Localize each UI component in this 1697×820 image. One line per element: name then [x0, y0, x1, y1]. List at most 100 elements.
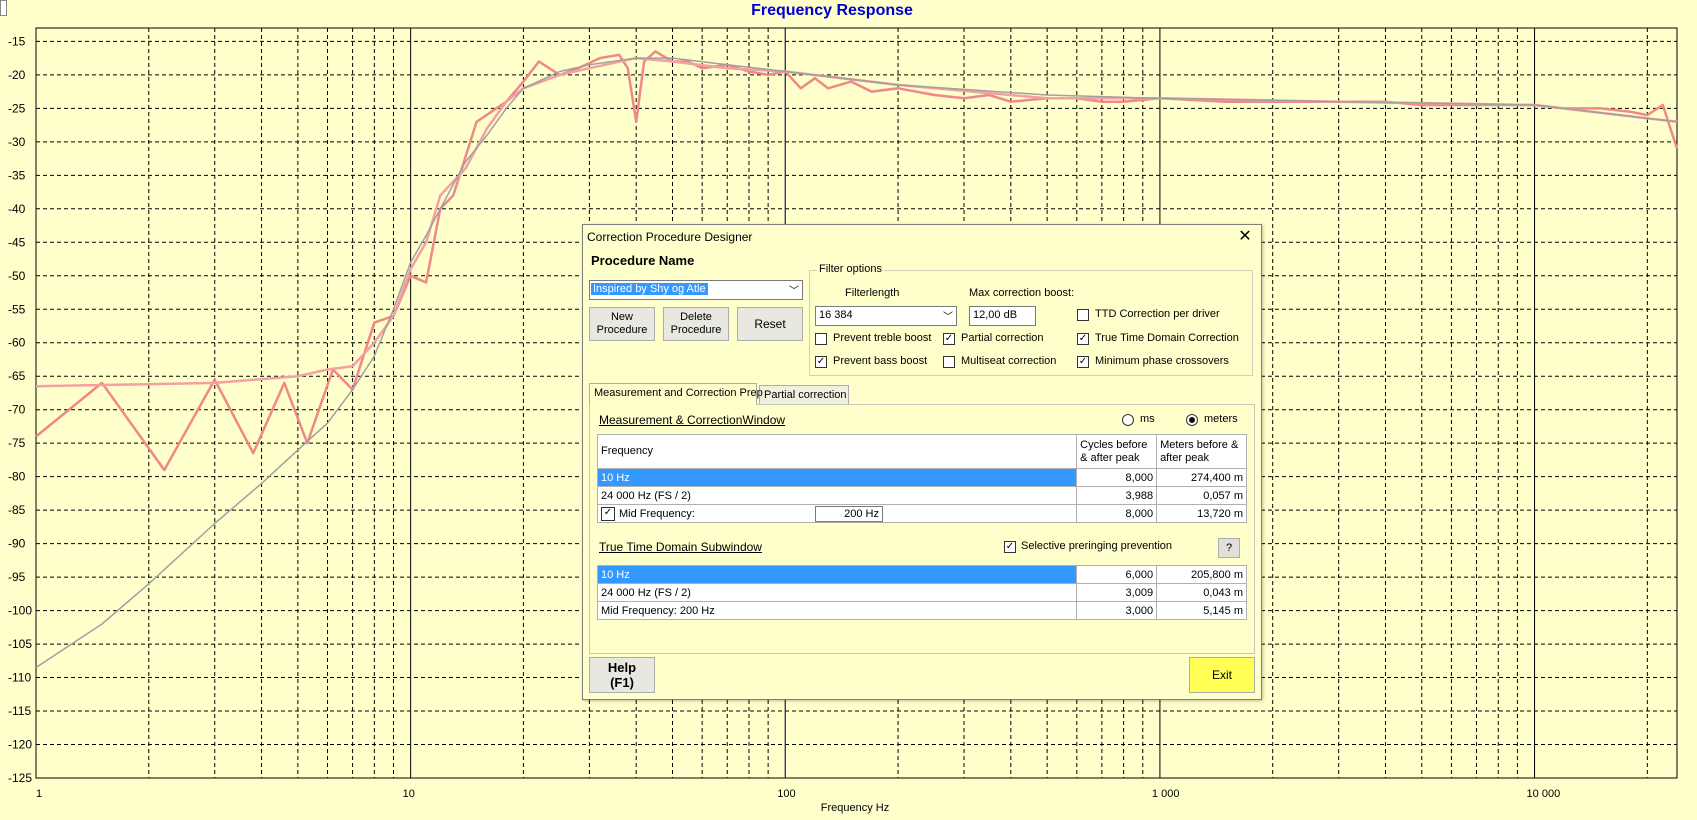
- y-tick-label: -45: [8, 235, 26, 249]
- filterlength-select[interactable]: 16 384 ﹀: [815, 306, 957, 326]
- chevron-down-icon: ﹀: [943, 312, 953, 323]
- chart-series: [35, 50, 1679, 669]
- partial-correction-label: Partial correction: [961, 332, 1044, 344]
- cycles-header: Cycles before & after peak: [1076, 434, 1158, 469]
- row-frequency: 10 Hz: [596, 565, 1078, 584]
- exit-button[interactable]: Exit: [1189, 657, 1255, 693]
- row-frequency: 24 000 Hz (FS / 2): [596, 486, 1078, 505]
- meters-header: Meters before & after peak: [1156, 434, 1247, 469]
- x-tick-label: 10: [403, 788, 415, 800]
- ttd-subwindow-title: True Time Domain Subwindow: [599, 540, 762, 554]
- procedure-select[interactable]: Inspired by Shy og Atle ﹀: [589, 280, 803, 300]
- row-cycles[interactable]: 3,988: [1076, 486, 1158, 505]
- reset-button[interactable]: Reset: [737, 307, 803, 341]
- table-row[interactable]: 10 Hz 8,000 274,400 m: [596, 468, 1247, 487]
- y-tick-label: -15: [8, 34, 26, 48]
- chevron-down-icon: ﹀: [789, 286, 799, 297]
- measurement-window-table: Frequency Cycles before & after peak Met…: [596, 434, 1247, 523]
- x-axis-label: Frequency Hz: [821, 802, 889, 814]
- dialog-title: Correction Procedure Designer: [587, 230, 753, 244]
- row-meters: 205,800 m: [1156, 565, 1247, 584]
- min-phase-crossovers-checkbox[interactable]: ✓: [1077, 356, 1089, 368]
- y-tick-label: -30: [8, 135, 26, 149]
- y-tick-label: -100: [8, 604, 32, 618]
- y-tick-label: -115: [8, 704, 31, 718]
- x-tick-label: 10 000: [1527, 788, 1561, 800]
- help-question-button[interactable]: ?: [1218, 538, 1240, 558]
- ttd-subwindow-table: 10 Hz 6,000 205,800 m 24 000 Hz (FS / 2)…: [596, 565, 1247, 620]
- procedure-name-label: Procedure Name: [591, 253, 695, 268]
- y-tick-label: -90: [8, 537, 26, 551]
- row-frequency: 24 000 Hz (FS / 2): [596, 583, 1078, 602]
- mid-frequency-checkbox[interactable]: ✓: [601, 506, 615, 521]
- y-tick-label: -120: [8, 738, 32, 752]
- multiseat-correction-checkbox[interactable]: [943, 356, 955, 368]
- partial-correction-checkbox[interactable]: ✓: [943, 333, 955, 345]
- table-header-row: Frequency Cycles before & after peak Met…: [596, 434, 1247, 469]
- frequency-header: Frequency: [596, 434, 1078, 469]
- selective-preringing-checkbox[interactable]: ✓: [1004, 541, 1016, 553]
- tab-partial-correction[interactable]: Partial correction: [759, 385, 849, 405]
- y-tick-label: -125: [8, 771, 32, 785]
- min-phase-crossovers-label: Minimum phase crossovers: [1095, 355, 1229, 367]
- y-tick-label: -65: [8, 369, 26, 383]
- row-cycles[interactable]: 8,000: [1076, 504, 1158, 523]
- y-tick-label: -110: [8, 671, 31, 685]
- x-tick-label: 1: [36, 788, 42, 800]
- chart-ticks: -15 -20 -25 -30 -35 -40 -45 -50 -55 -60 -65 -70 -75 -…: [8, 34, 1560, 800]
- y-tick-label: -20: [8, 68, 26, 82]
- row-cycles[interactable]: 8,000: [1076, 468, 1158, 487]
- ttd-per-driver-checkbox[interactable]: [1077, 309, 1089, 321]
- series-line-3: [35, 57, 1678, 669]
- ttd-per-driver-label: TTD Correction per driver: [1095, 308, 1220, 320]
- new-procedure-label-2: Procedure: [596, 324, 648, 336]
- delete-procedure-button[interactable]: Delete Procedure: [663, 307, 729, 341]
- row-cycles[interactable]: 6,000: [1076, 565, 1158, 584]
- correction-procedure-dialog: Correction Procedure Designer ✕ Procedur…: [582, 224, 1262, 700]
- y-tick-label: -80: [8, 470, 26, 484]
- table-row[interactable]: ✓ Mid Frequency: 200 Hz 8,000 13,720 m: [596, 504, 1247, 523]
- new-procedure-label-1: New: [610, 311, 633, 323]
- y-tick-label: -105: [8, 637, 32, 651]
- y-tick-label: -40: [8, 202, 26, 216]
- close-icon[interactable]: ✕: [1238, 228, 1252, 245]
- new-procedure-button[interactable]: New Procedure: [589, 307, 655, 341]
- measurement-window-title: Measurement & CorrectionWindow: [599, 413, 786, 427]
- filter-options-group: [809, 270, 1253, 376]
- y-tick-label: -95: [8, 570, 26, 584]
- y-tick-label: -25: [8, 101, 26, 115]
- row-meters: 5,145 m: [1156, 601, 1247, 620]
- help-label-2: (F1): [610, 675, 634, 690]
- procedure-select-value: Inspired by Shy og Atle: [591, 283, 708, 295]
- prevent-treble-boost-label: Prevent treble boost: [833, 332, 932, 344]
- prevent-treble-boost-checkbox[interactable]: [815, 333, 827, 345]
- help-button[interactable]: Help (F1): [589, 657, 655, 693]
- prevent-bass-boost-checkbox[interactable]: ✓: [815, 356, 827, 368]
- y-tick-label: -70: [8, 403, 26, 417]
- meters-radio-label: meters: [1204, 413, 1238, 425]
- y-tick-label: -75: [8, 436, 26, 450]
- row-meters: 0,057 m: [1156, 486, 1247, 505]
- tab-measurement-correction-prep[interactable]: Measurement and Correction Prep: [589, 383, 763, 405]
- series-line-2: [35, 56, 1678, 388]
- mid-frequency-input[interactable]: 200 Hz: [815, 506, 883, 522]
- row-meters: 274,400 m: [1156, 468, 1247, 487]
- row-cycles[interactable]: 3,009: [1076, 583, 1158, 602]
- max-boost-input[interactable]: 12,00 dB: [969, 306, 1036, 326]
- table-row[interactable]: 24 000 Hz (FS / 2) 3,009 0,043 m: [596, 583, 1247, 602]
- delete-procedure-label-2: Procedure: [670, 324, 722, 336]
- true-time-domain-label: True Time Domain Correction: [1095, 332, 1239, 344]
- y-tick-label: -50: [8, 269, 26, 283]
- meters-radio[interactable]: [1186, 414, 1198, 426]
- filterlength-value: 16 384: [819, 309, 853, 321]
- table-row[interactable]: 10 Hz 6,000 205,800 m: [596, 565, 1247, 584]
- selective-preringing-label: Selective preringing prevention: [1021, 540, 1173, 552]
- ms-radio[interactable]: [1122, 414, 1134, 426]
- row-cycles[interactable]: 3,000: [1076, 601, 1158, 620]
- y-tick-label: -60: [8, 336, 26, 350]
- true-time-domain-checkbox[interactable]: ✓: [1077, 333, 1089, 345]
- y-tick-label: -35: [8, 168, 26, 182]
- window-corner-box: [0, 0, 7, 16]
- table-row[interactable]: 24 000 Hz (FS / 2) 3,988 0,057 m: [596, 486, 1247, 505]
- table-row[interactable]: Mid Frequency: 200 Hz 3,000 5,145 m: [596, 601, 1247, 620]
